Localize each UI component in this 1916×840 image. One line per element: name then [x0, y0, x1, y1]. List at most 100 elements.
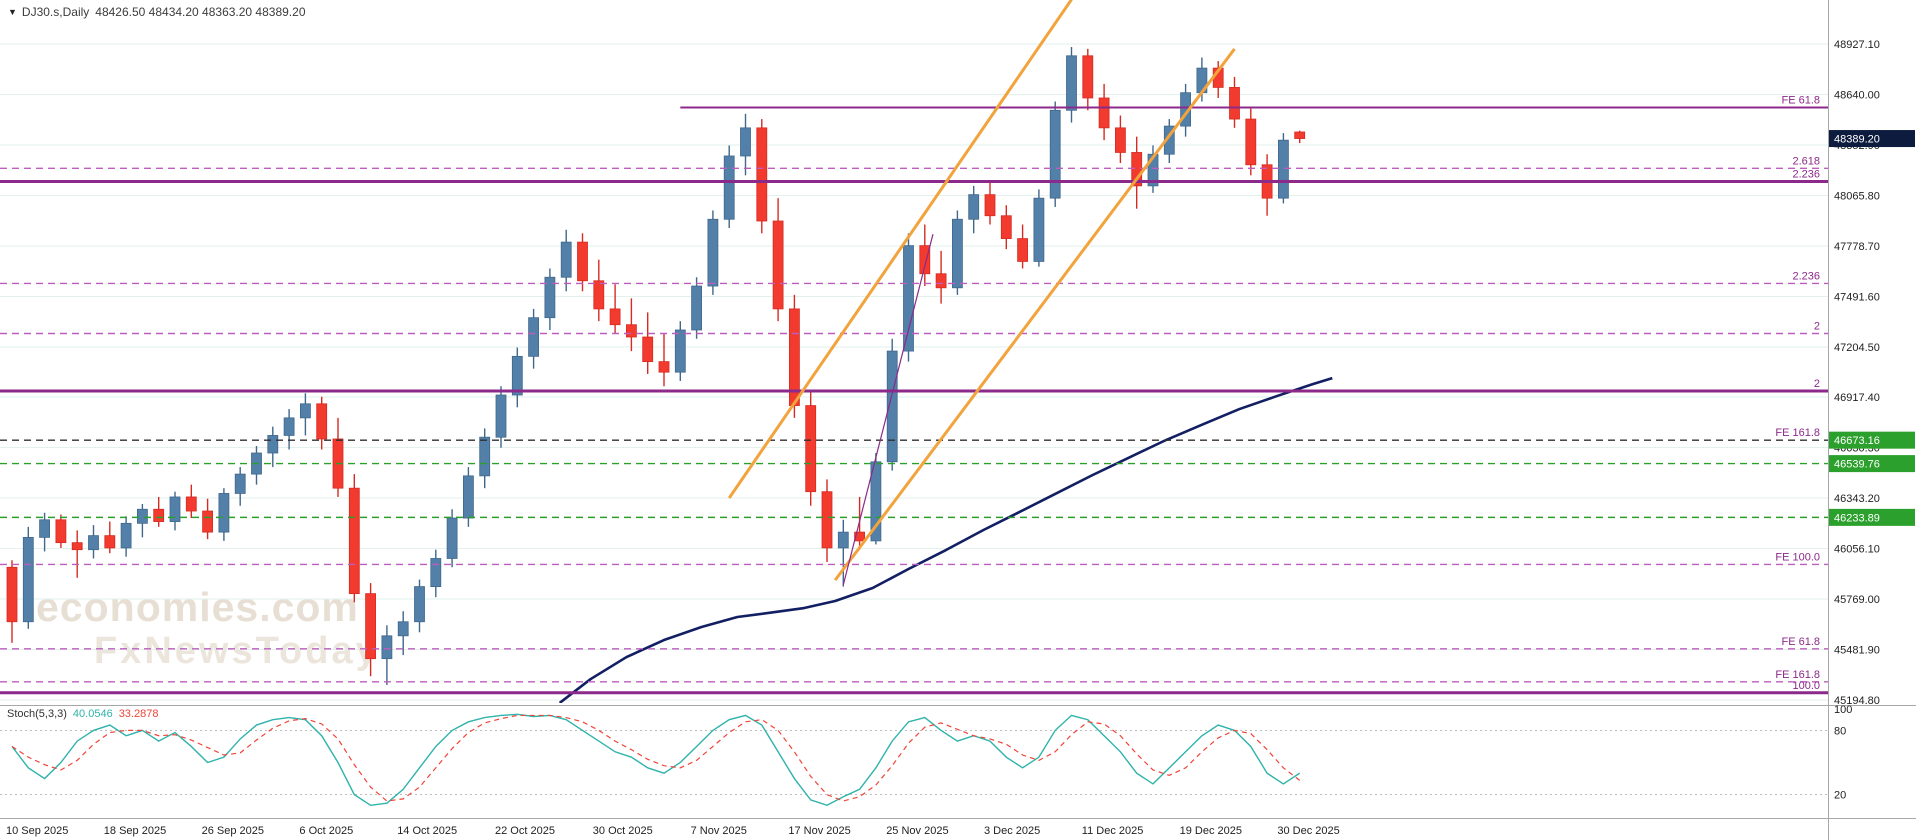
candle-body [968, 194, 980, 220]
candle-body [348, 487, 360, 595]
level-line-label: 2 [1814, 320, 1820, 332]
symbol-timeframe-label: DJ30.s,Daily [21, 5, 90, 19]
candle-body [1278, 139, 1289, 199]
price-badge-label: 48389.20 [1834, 134, 1880, 146]
candle-body [528, 317, 539, 357]
candle-body [577, 241, 588, 282]
candle-body [430, 558, 442, 587]
stoch-k-value: 40.0546 [72, 708, 113, 720]
candle-body [854, 531, 865, 542]
candle-body [544, 276, 556, 319]
price-tick-label: 47204.50 [1834, 342, 1880, 354]
stoch-tick-label: 80 [1834, 725, 1846, 737]
date-label: 22 Oct 2025 [495, 825, 555, 837]
watermark-brand: economies.com [36, 584, 359, 630]
candle-body [1098, 97, 1110, 129]
candle-body [397, 621, 409, 637]
time-axis[interactable]: 10 Sep 2025 18 Sep 2025 26 Sep 2025 6 Oct 2… [6, 825, 1340, 837]
level-line-label: FE 61.8 [1781, 94, 1820, 106]
date-label: 10 Sep 2025 [6, 825, 68, 837]
price-tick-label: 46056.10 [1834, 544, 1880, 556]
price-tick-label: 45194.80 [1834, 695, 1880, 707]
price-badge-label: 46539.76 [1834, 459, 1880, 471]
moving-average-line[interactable] [558, 376, 1333, 703]
date-label: 3 Dec 2025 [984, 825, 1040, 837]
candle-body [1049, 109, 1061, 199]
indicator-name: Stoch(5,3,3) [7, 708, 67, 720]
candle-body [218, 493, 230, 533]
candle-body [903, 245, 914, 352]
date-label: 26 Sep 2025 [202, 825, 264, 837]
candle-body [805, 405, 817, 493]
candle-body [1229, 87, 1240, 120]
candle-body [1147, 153, 1159, 187]
level-line-label: FE 161.8 [1775, 669, 1820, 681]
candle-body [495, 394, 507, 438]
candle-body [120, 522, 132, 549]
candle-body [740, 127, 751, 157]
indicator-label: Stoch(5,3,3) 40.0546 33.2878 [7, 708, 158, 720]
price-tick-label: 47778.70 [1834, 241, 1880, 253]
candle-body [870, 461, 882, 542]
date-label: 19 Dec 2025 [1180, 825, 1242, 837]
candle-body [1294, 131, 1306, 139]
candle-body [609, 308, 621, 326]
level-line-label: 2 [1814, 378, 1820, 390]
candle-body [71, 542, 83, 551]
level-line-label: 2.236 [1792, 270, 1820, 282]
date-label: 7 Nov 2025 [691, 825, 747, 837]
price-tick-label: 47491.60 [1834, 291, 1880, 303]
candle-body [642, 336, 654, 363]
candle-body [772, 220, 784, 310]
trend-line[interactable] [842, 234, 934, 585]
candle-body [837, 531, 849, 549]
ohlc-values: 48426.50 48434.20 48363.20 48389.20 [95, 5, 306, 19]
candle-body [22, 536, 34, 623]
level-line-label: FE 100.0 [1775, 551, 1820, 563]
stoch-k-line [11, 713, 1301, 807]
candle-body [39, 519, 50, 538]
date-label: 25 Nov 2025 [886, 825, 948, 837]
trend-line[interactable] [833, 48, 1236, 581]
price-badge-label: 46673.16 [1834, 435, 1880, 447]
candle-body [1082, 55, 1094, 99]
candle-body [1131, 152, 1143, 187]
stoch-tick-label: 100 [1834, 704, 1852, 716]
price-badge [1829, 130, 1915, 148]
stoch-d-line [11, 714, 1301, 802]
price-axis[interactable]: 48927.1048640.0048352.9048065.8047778.70… [1829, 39, 1915, 802]
trend-line[interactable] [727, 0, 1073, 499]
candle-body [316, 403, 328, 440]
candle-body [153, 508, 165, 522]
candle-body [674, 329, 686, 373]
candle-body [1115, 127, 1126, 153]
candle-body [626, 324, 637, 338]
watermark-subbrand: FxNewsToday [94, 630, 380, 672]
candle-body [952, 218, 963, 289]
candle-body [593, 280, 605, 310]
candle-body [104, 535, 116, 549]
candle-body [169, 496, 181, 522]
candle-body [1000, 215, 1012, 239]
candle-body [55, 519, 67, 544]
candle-body [691, 285, 702, 331]
level-line-label: 2.236 [1792, 168, 1820, 180]
candle-body [446, 517, 458, 559]
level-line-label: 2.618 [1792, 155, 1820, 167]
candle-body [707, 218, 719, 287]
candle-body [511, 355, 523, 396]
candle-body [462, 475, 474, 519]
date-label: 6 Oct 2025 [299, 825, 353, 837]
price-tick-label: 46343.20 [1834, 493, 1880, 505]
candle-body [267, 435, 279, 454]
price-badge-label: 46233.89 [1834, 512, 1880, 524]
level-line-label: FE 161.8 [1775, 427, 1820, 439]
symbol-dropdown-icon[interactable]: ▼ [8, 7, 17, 17]
candle-body [821, 491, 833, 549]
price-tick-label: 45769.00 [1834, 594, 1880, 606]
stoch-d-value: 33.2878 [118, 708, 159, 720]
candle-body [365, 593, 377, 660]
